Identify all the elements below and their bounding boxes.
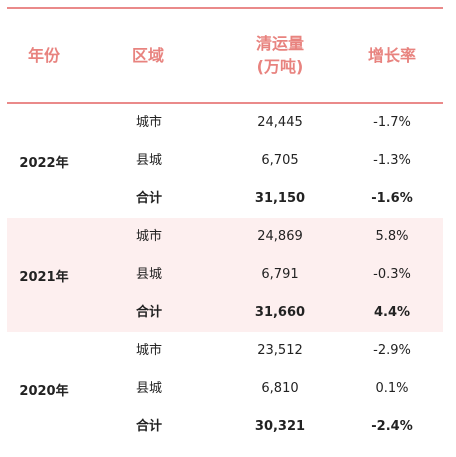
year-group-2020: 2020年 城市 23,512 -2.9% 县城 6,810 0.1% 合计 3… <box>7 332 443 446</box>
rate-cell: -2.4% <box>371 419 413 434</box>
table-row-total: 合计 31,660 4.4% <box>7 294 443 332</box>
data-table: 年份 区域 清运量 (万吨) 增长率 2022年 城市 24,445 -1.7%… <box>7 7 443 446</box>
table-row: 城市 23,512 -2.9% <box>7 332 443 370</box>
rate-cell: -1.3% <box>373 153 411 168</box>
table-row-total: 合计 31,150 -1.6% <box>7 180 443 218</box>
area-cell: 合计 <box>136 419 163 434</box>
table-row: 县城 6,791 -0.3% <box>7 256 443 294</box>
year-label: 2022年 <box>19 155 69 171</box>
header-volume-line1: 清运量 <box>255 34 304 53</box>
area-cell: 县城 <box>136 153 163 168</box>
rate-cell: 0.1% <box>375 381 409 396</box>
volume-cell: 6,810 <box>261 381 299 396</box>
volume-cell: 24,445 <box>257 115 303 130</box>
volume-cell: 23,512 <box>257 343 303 358</box>
area-cell: 城市 <box>136 343 163 358</box>
area-cell: 城市 <box>136 115 163 130</box>
year-label: 2020年 <box>19 383 69 399</box>
rate-cell: -0.3% <box>373 267 411 282</box>
header-volume-line2: (万吨) <box>256 57 304 76</box>
volume-cell: 6,791 <box>261 267 299 282</box>
area-cell: 城市 <box>136 229 163 244</box>
area-cell: 合计 <box>136 191 163 206</box>
year-label: 2021年 <box>19 269 69 285</box>
volume-cell: 24,869 <box>257 229 303 244</box>
table-row-total: 合计 30,321 -2.4% <box>7 408 443 446</box>
area-cell: 县城 <box>136 381 163 396</box>
top-rule <box>7 7 443 9</box>
rate-cell: -2.9% <box>373 343 411 358</box>
volume-cell: 30,321 <box>254 419 306 434</box>
year-group-2021: 2021年 城市 24,869 5.8% 县城 6,791 -0.3% 合计 3… <box>7 218 443 332</box>
header-volume: 清运量 (万吨) <box>235 32 325 78</box>
header-year: 年份 <box>27 46 60 65</box>
table-header: 年份 区域 清运量 (万吨) 增长率 <box>7 9 443 104</box>
area-cell: 县城 <box>136 267 163 282</box>
year-group-2022: 2022年 城市 24,445 -1.7% 县城 6,705 -1.3% 合计 … <box>7 104 443 218</box>
header-rate: 增长率 <box>367 46 416 65</box>
header-area: 区域 <box>131 46 164 65</box>
rate-cell: 5.8% <box>375 229 409 244</box>
rate-cell: -1.7% <box>373 115 411 130</box>
volume-cell: 6,705 <box>261 153 299 168</box>
rate-cell: -1.6% <box>371 191 413 206</box>
table-row: 县城 6,705 -1.3% <box>7 142 443 180</box>
table-row: 城市 24,445 -1.7% <box>7 104 443 142</box>
area-cell: 合计 <box>136 305 163 320</box>
table-row: 城市 24,869 5.8% <box>7 218 443 256</box>
table-row: 县城 6,810 0.1% <box>7 370 443 408</box>
rate-cell: 4.4% <box>373 305 411 320</box>
volume-cell: 31,660 <box>254 305 306 320</box>
volume-cell: 31,150 <box>254 191 306 206</box>
